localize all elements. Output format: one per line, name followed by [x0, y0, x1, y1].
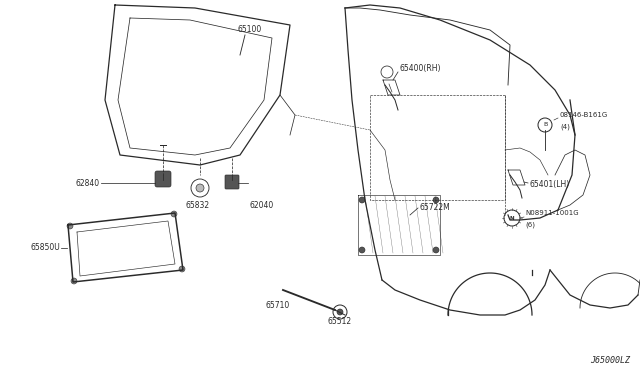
Circle shape [71, 278, 77, 284]
Circle shape [433, 247, 439, 253]
Circle shape [337, 309, 343, 315]
FancyBboxPatch shape [225, 175, 239, 189]
Circle shape [359, 247, 365, 253]
Circle shape [433, 197, 439, 203]
FancyBboxPatch shape [155, 171, 171, 187]
Text: 65400(RH): 65400(RH) [400, 64, 442, 73]
Text: 65512: 65512 [328, 317, 352, 327]
Text: B: B [543, 122, 547, 128]
Text: 65100: 65100 [238, 26, 262, 35]
Circle shape [196, 184, 204, 192]
Text: 62840: 62840 [76, 179, 100, 187]
Text: 65401(LH): 65401(LH) [530, 180, 570, 189]
Circle shape [67, 223, 73, 229]
Text: N: N [509, 215, 515, 221]
Text: (6): (6) [525, 222, 535, 228]
Text: J65000LZ: J65000LZ [590, 356, 630, 365]
Circle shape [359, 197, 365, 203]
Circle shape [179, 266, 185, 272]
Text: N08911-1001G: N08911-1001G [525, 210, 579, 216]
Text: 65722M: 65722M [420, 203, 451, 212]
Text: 65832: 65832 [186, 201, 210, 209]
Circle shape [171, 211, 177, 217]
Text: (4): (4) [560, 124, 570, 130]
Text: 08146-B161G: 08146-B161G [560, 112, 608, 118]
Text: 62040: 62040 [250, 201, 275, 209]
Text: 65850U: 65850U [30, 244, 60, 253]
Text: 65710: 65710 [266, 301, 290, 310]
